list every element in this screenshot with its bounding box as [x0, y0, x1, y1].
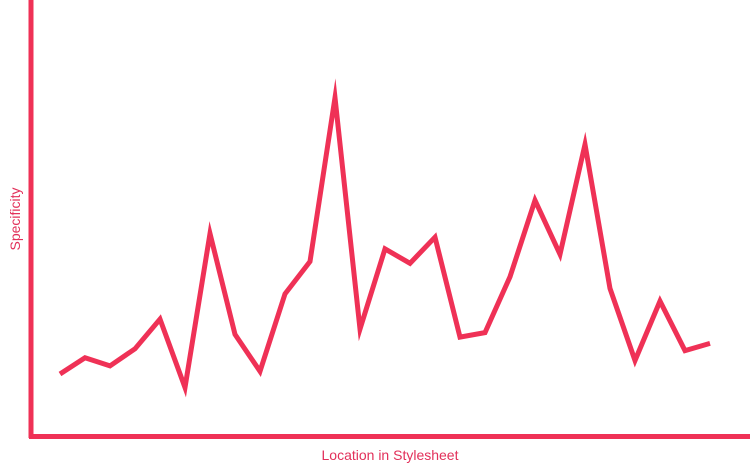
y-axis-label: Specificity [7, 187, 23, 250]
x-axis-label: Location in Stylesheet [322, 447, 459, 463]
plot-area [58, 78, 711, 398]
series-line [58, 78, 711, 398]
